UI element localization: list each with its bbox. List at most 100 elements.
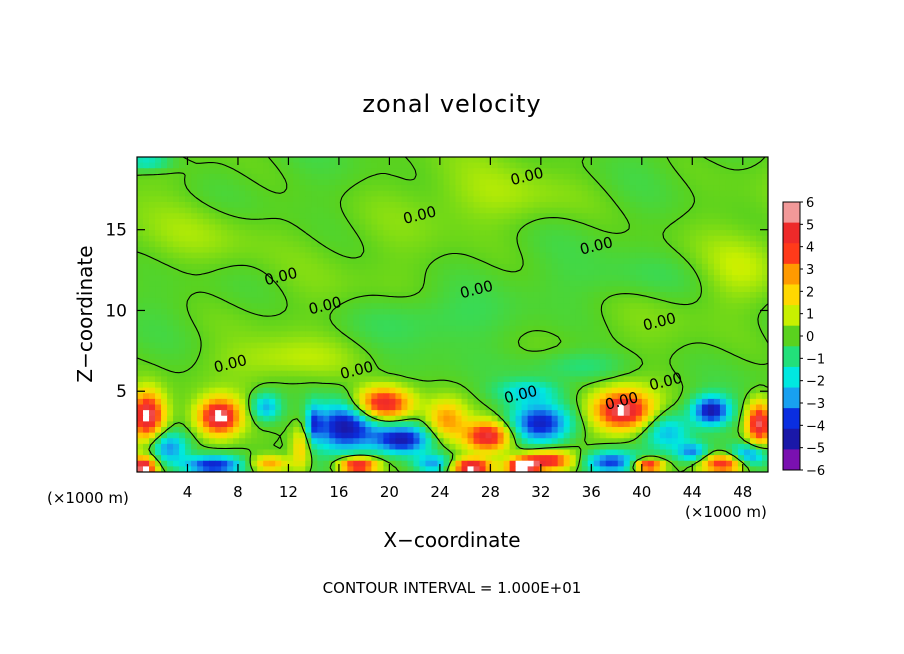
- heatmap-cell: [605, 376, 613, 383]
- heatmap-cell: [281, 275, 288, 282]
- heatmap-cell: [485, 252, 493, 259]
- heatmap-cell: [419, 241, 427, 248]
- heatmap-cell: [479, 404, 487, 411]
- heatmap-cell: [221, 213, 228, 220]
- heatmap-cell: [731, 325, 739, 332]
- heatmap-cell: [341, 207, 348, 214]
- heatmap-cell: [245, 258, 252, 265]
- heatmap-cell: [323, 280, 330, 287]
- heatmap-cell: [197, 342, 204, 349]
- heatmap-cell: [713, 325, 721, 332]
- heatmap-cell: [191, 213, 198, 220]
- heatmap-cell: [557, 348, 565, 355]
- heatmap-cell: [551, 320, 559, 327]
- heatmap-cell: [449, 173, 457, 181]
- heatmap-cell: [491, 179, 499, 186]
- heatmap-cell: [395, 190, 403, 197]
- heatmap-cell: [251, 308, 258, 316]
- heatmap-cell: [401, 410, 409, 417]
- heatmap-cell: [713, 173, 721, 181]
- heatmap-cell: [761, 337, 768, 344]
- heatmap-cell: [365, 308, 372, 316]
- heatmap-cell: [245, 342, 252, 349]
- heatmap-cell: [515, 241, 523, 248]
- heatmap-cell: [281, 196, 288, 203]
- heatmap-cell: [311, 365, 318, 372]
- heatmap-cell: [749, 247, 757, 254]
- heatmap-cell: [635, 286, 643, 293]
- heatmap-cell: [479, 269, 487, 276]
- heatmap-cell: [623, 331, 631, 338]
- heatmap-cell: [371, 410, 378, 417]
- heatmap-cell: [395, 275, 403, 282]
- heatmap-cell: [719, 393, 727, 400]
- heatmap-cell: [149, 393, 156, 400]
- heatmap-cell: [449, 415, 457, 422]
- heatmap-cell: [227, 337, 234, 344]
- heatmap-cell: [671, 258, 679, 265]
- heatmap-cell: [701, 297, 709, 304]
- heatmap-cell: [473, 353, 481, 361]
- heatmap-cell: [755, 252, 763, 259]
- heatmap-cell: [167, 297, 174, 304]
- heatmap-cell: [503, 247, 511, 254]
- heatmap-cell: [167, 359, 174, 366]
- heatmap-cell: [713, 235, 721, 242]
- heatmap-cell: [275, 303, 282, 310]
- heatmap-cell: [167, 252, 174, 259]
- heatmap-cell: [671, 314, 679, 321]
- heatmap-cell: [365, 241, 372, 248]
- heatmap-cell: [161, 230, 168, 237]
- heatmap-cell: [401, 280, 409, 287]
- heatmap-cell: [227, 263, 234, 271]
- heatmap-cell: [479, 370, 487, 377]
- heatmap-cell: [341, 297, 348, 304]
- heatmap-cell: [467, 292, 475, 299]
- heatmap-cell: [269, 292, 276, 299]
- heatmap-cell: [431, 421, 439, 428]
- heatmap-cell: [521, 359, 529, 366]
- heatmap-cell: [215, 331, 222, 338]
- heatmap-cell: [401, 337, 409, 344]
- heatmap-cell: [641, 269, 649, 276]
- heatmap-cell: [431, 241, 439, 248]
- heatmap-cell: [701, 365, 709, 372]
- heatmap-cell: [215, 353, 222, 361]
- heatmap-cell: [641, 393, 649, 400]
- heatmap-cell: [239, 230, 246, 237]
- heatmap-cell: [407, 393, 415, 400]
- heatmap-cell: [305, 325, 312, 332]
- heatmap-cell: [389, 247, 397, 254]
- heatmap-cell: [251, 404, 258, 411]
- heatmap-cell: [515, 331, 523, 338]
- heatmap-cell: [659, 173, 667, 181]
- heatmap-cell: [599, 162, 607, 169]
- heatmap-cell: [677, 280, 685, 287]
- heatmap-cell: [611, 157, 619, 164]
- heatmap-cell: [665, 168, 673, 175]
- heatmap-cell: [761, 213, 768, 220]
- heatmap-cell: [719, 415, 727, 422]
- heatmap-cell: [383, 325, 390, 332]
- heatmap-cell: [341, 325, 348, 332]
- heatmap-cell: [437, 353, 445, 361]
- heatmap-cell: [485, 263, 493, 271]
- heatmap-cell: [449, 353, 457, 361]
- heatmap-cell: [755, 303, 763, 310]
- heatmap-cell: [605, 202, 613, 209]
- heatmap-cell: [305, 353, 312, 361]
- heatmap-cell: [401, 353, 409, 361]
- heatmap-cell: [725, 370, 733, 377]
- heatmap-cell: [581, 387, 589, 394]
- heatmap-cell: [509, 157, 517, 164]
- heatmap-cell: [329, 168, 336, 175]
- heatmap-cell: [545, 235, 553, 242]
- heatmap-cell: [557, 168, 565, 175]
- heatmap-cell: [425, 404, 433, 411]
- heatmap-cell: [233, 286, 240, 293]
- heatmap-cell: [245, 421, 252, 428]
- heatmap-cell: [227, 303, 234, 310]
- heatmap-cell: [485, 286, 493, 293]
- heatmap-cell: [203, 410, 210, 417]
- heatmap-cell: [509, 410, 517, 417]
